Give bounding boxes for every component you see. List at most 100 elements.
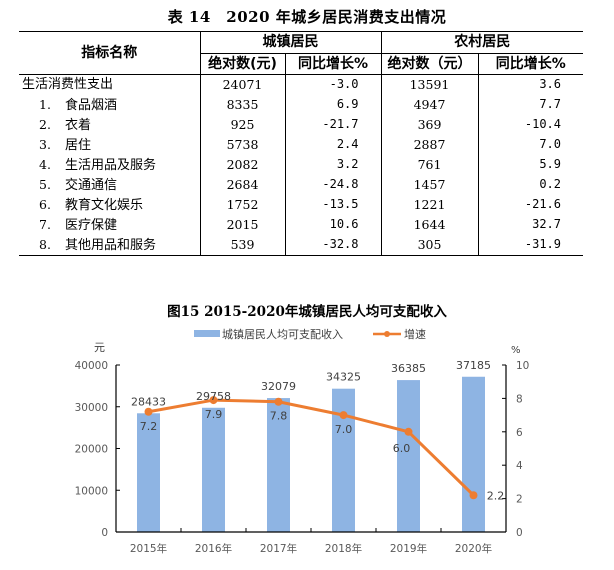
table-row: 3. 居住 5738 2.4 2887 7.0: [19, 134, 583, 155]
y-left-tick-label: 40000: [75, 360, 108, 372]
cell-rural-pct: 3.6: [477, 74, 583, 95]
cell-rural-abs: 369: [380, 114, 478, 135]
cell-urban-abs: 2015: [199, 214, 285, 235]
cell-rural-pct: -31.9: [477, 234, 583, 256]
growth-value-label: 7.8: [270, 410, 288, 423]
cell-urban-abs: 539: [199, 234, 285, 256]
row-name: 医疗保健: [65, 217, 118, 233]
y-left-tick-label: 30000: [75, 402, 108, 414]
growth-value-label: 7.9: [205, 408, 223, 421]
table-title: 表 14 2020 年城乡居民消费支出情况: [167, 8, 447, 26]
cell-urban-abs: 24071: [199, 74, 285, 95]
cell-urban-abs: 5738: [199, 134, 285, 155]
header-rural-abs: 绝对数（元）: [380, 53, 478, 75]
row-name: 教育文化娱乐: [65, 197, 144, 213]
cell-rural-abs: 13591: [380, 74, 478, 95]
table-row: 6. 教育文化娱乐 1752 -13.5 1221 -21.6: [19, 194, 583, 215]
consumption-table: 指标名称 城镇居民 农村居民 绝对数(元) 同比增长% 绝对数（元） 同比增长%…: [19, 31, 583, 256]
bar-2015年: [137, 413, 160, 532]
y-right-tick-label: 6: [516, 427, 523, 439]
bar-2019年: [397, 380, 420, 532]
income-chart: 城镇居民人均可支配收入 增速 元 % 0 10000 20000 30000 40000…: [75, 327, 530, 555]
row-name: 其他用品和服务: [65, 237, 157, 253]
cell-rural-pct: 32.7: [477, 214, 583, 235]
y-left-tick-label: 10000: [75, 485, 108, 497]
chart-title: 图15 2015-2020年城镇居民人均可支配收入: [167, 304, 447, 320]
cell-rural-pct: -21.6: [477, 194, 583, 215]
y-left-unit: 元: [94, 341, 105, 354]
cell-rural-pct: 7.7: [477, 94, 583, 115]
y-left-tick-label: 20000: [75, 444, 108, 456]
row-name-cell: 8. 其他用品和服务: [19, 234, 200, 256]
growth-value-label: 2.2: [487, 489, 505, 502]
table-row: 2. 衣着 925 -21.7 369 -10.4: [19, 114, 583, 135]
cell-urban-pct: 3.2: [284, 154, 381, 175]
bar-value-label: 34325: [326, 371, 361, 384]
row-name-cell: 4. 生活用品及服务: [19, 155, 200, 175]
cell-rural-pct: 0.2: [477, 174, 583, 195]
row-name-cell: 1. 食品烟酒: [19, 95, 200, 115]
row-index: 2.: [39, 116, 51, 132]
header-urban-pct: 同比增长%: [284, 53, 381, 75]
table-row: 8. 其他用品和服务 539 -32.8 305 -31.9: [19, 234, 583, 256]
header-rural: 农村居民: [380, 31, 583, 54]
cell-urban-abs: 2684: [199, 174, 285, 195]
y-right-tick-label: 4: [516, 460, 523, 472]
cell-rural-pct: 5.9: [477, 154, 583, 175]
bar-value-label: 29758: [196, 390, 231, 403]
growth-point: [469, 491, 478, 500]
row-name-cell: 3. 居住: [19, 135, 200, 155]
bar-2020年: [462, 376, 485, 532]
x-tick-label: 2018年: [325, 542, 362, 555]
y-left-tick-label: 0: [101, 527, 108, 539]
table-row: 5. 交通通信 2684 -24.8 1457 0.2: [19, 174, 583, 195]
header-urban-abs: 绝对数(元): [199, 53, 285, 75]
cell-rural-abs: 1221: [380, 194, 478, 215]
cell-rural-pct: -10.4: [477, 114, 583, 135]
row-name-cell: 2. 衣着: [19, 115, 200, 135]
bar-value-label: 37185: [456, 359, 491, 372]
row-index: 4.: [39, 156, 51, 172]
bar-2016年: [202, 407, 225, 532]
y-right-unit: %: [511, 345, 521, 356]
row-name-cell: 6. 教育文化娱乐: [19, 195, 200, 215]
growth-value-label: 6.0: [393, 442, 411, 455]
growth-point: [144, 407, 153, 416]
table-row: 7. 医疗保健 2015 10.6 1644 32.7: [19, 214, 583, 235]
x-tick-label: 2015年: [130, 542, 167, 555]
y-right-tick-label: 10: [516, 360, 529, 372]
x-tick-label: 2016年: [195, 542, 232, 555]
y-right-tick-label: 8: [516, 393, 523, 405]
cell-urban-pct: -24.8: [284, 174, 381, 195]
growth-value-label: 7.2: [140, 420, 158, 433]
row-name-cell: 5. 交通通信: [19, 175, 200, 195]
cell-rural-abs: 305: [380, 234, 478, 256]
cell-urban-pct: -21.7: [284, 114, 381, 135]
bar-value-label: 36385: [391, 362, 426, 375]
cell-urban-abs: 1752: [199, 194, 285, 215]
cell-urban-pct: 2.4: [284, 134, 381, 155]
row-name: 生活用品及服务: [65, 157, 157, 173]
legend-line-label: 增速: [404, 327, 426, 341]
cell-rural-abs: 2887: [380, 134, 478, 155]
table-row: 1. 食品烟酒 8335 6.9 4947 7.7: [19, 94, 583, 115]
cell-urban-pct: -3.0: [284, 74, 381, 95]
growth-point: [209, 396, 218, 405]
growth-line: [148, 398, 475, 497]
row-name: 食品烟酒: [65, 97, 118, 113]
growth-point: [274, 397, 283, 406]
row-name-cell: 7. 医疗保健: [19, 215, 200, 235]
x-tick-label: 2017年: [260, 542, 297, 555]
bar-value-label: 28433: [131, 395, 166, 408]
cell-urban-pct: 10.6: [284, 214, 381, 235]
row-index: 6.: [39, 196, 51, 212]
cell-rural-abs: 1644: [380, 214, 478, 235]
legend-bar-swatch: [194, 330, 220, 337]
x-tick-label: 2020年: [455, 542, 492, 555]
row-name: 生活消费性支出: [22, 77, 114, 93]
row-index: 8.: [39, 236, 51, 252]
cell-rural-abs: 761: [380, 154, 478, 175]
bar-2018年: [332, 388, 355, 532]
growth-value-label: 7.0: [335, 423, 353, 436]
row-name: 交通通信: [65, 177, 118, 193]
